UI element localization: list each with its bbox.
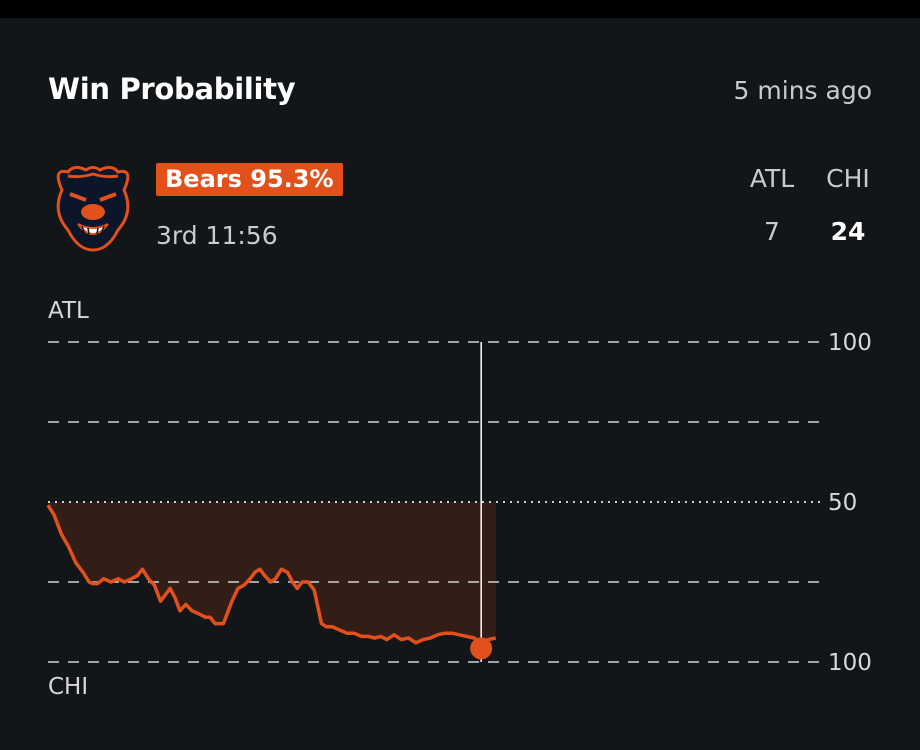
score-column-away: ATL 7 — [742, 164, 802, 246]
card-title: Win Probability — [48, 72, 296, 106]
home-team-abbr: CHI — [826, 164, 870, 193]
win-probability-badge: Bears 95.3% — [156, 163, 343, 196]
current-play-marker[interactable] — [470, 637, 493, 660]
y-tick-label: 50 — [828, 490, 857, 516]
away-team-score: 7 — [764, 217, 780, 246]
probability-line — [46, 504, 497, 645]
home-team-score: 24 — [830, 217, 866, 246]
probability-area-fill — [48, 502, 496, 643]
y-tick-label: 100 — [828, 330, 872, 356]
chicago-bears-logo-icon — [56, 165, 130, 252]
y-tick-label: 100 — [828, 650, 872, 676]
chart-bottom-team-label: CHI — [48, 674, 89, 700]
updated-timestamp: 5 mins ago — [733, 76, 872, 105]
game-clock: 3rd 11:56 — [156, 221, 278, 250]
away-team-abbr: ATL — [749, 164, 795, 193]
chart-top-team-label: ATL — [48, 298, 89, 324]
status-bar-strip — [0, 0, 920, 18]
score-column-home: CHI 24 — [818, 164, 878, 246]
